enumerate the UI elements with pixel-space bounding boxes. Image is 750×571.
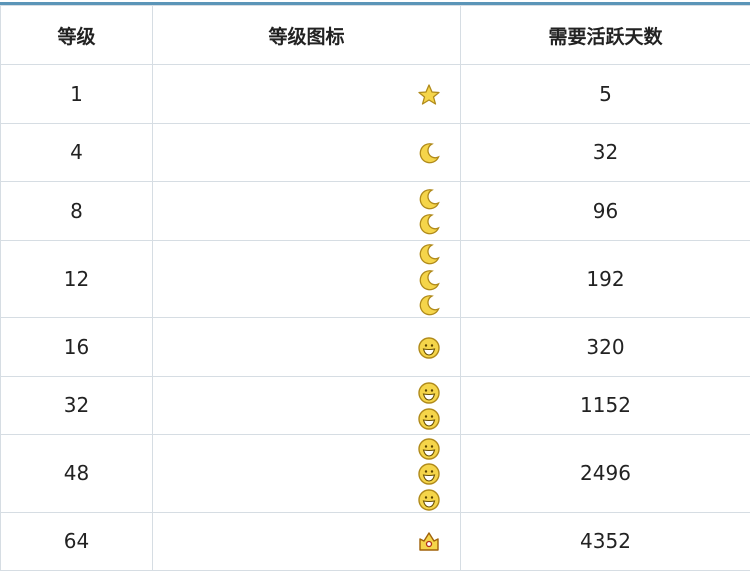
header-row: 等级 等级图标 需要活跃天数 — [1, 6, 750, 65]
days-cell: 5 — [461, 65, 750, 124]
star-icon — [417, 83, 441, 107]
days-cell: 1152 — [461, 376, 750, 435]
icon-cell — [153, 240, 461, 318]
header-level: 等级 — [1, 6, 153, 65]
icon-cell — [153, 65, 461, 124]
moon-icon — [417, 242, 441, 266]
table-row: 8 96 — [1, 182, 750, 241]
icon-cell — [153, 123, 461, 182]
crown-icon — [417, 530, 441, 554]
moon-icon — [417, 268, 441, 292]
sun-icon — [417, 336, 441, 360]
moon-icon — [417, 293, 441, 317]
days-cell: 192 — [461, 240, 750, 318]
level-cell: 32 — [1, 376, 153, 435]
header-days: 需要活跃天数 — [461, 6, 750, 65]
level-cell: 8 — [1, 182, 153, 241]
moon-icon — [417, 212, 441, 236]
icon-cell — [153, 376, 461, 435]
days-cell: 96 — [461, 182, 750, 241]
moon-icon — [417, 187, 441, 211]
icon-cell — [153, 512, 461, 571]
table-row: 64 4352 — [1, 512, 750, 571]
table-row: 12 192 — [1, 240, 750, 318]
level-cell: 4 — [1, 123, 153, 182]
header-icon: 等级图标 — [153, 6, 461, 65]
icon-cell — [153, 435, 461, 513]
days-cell: 4352 — [461, 512, 750, 571]
sun-icon — [417, 488, 441, 512]
level-cell: 12 — [1, 240, 153, 318]
level-cell: 1 — [1, 65, 153, 124]
sun-icon — [417, 407, 441, 431]
sun-icon — [417, 437, 441, 461]
table-row: 1 5 — [1, 65, 750, 124]
table-row: 4 32 — [1, 123, 750, 182]
sun-icon — [417, 381, 441, 405]
days-cell: 320 — [461, 318, 750, 377]
table-row: 48 2496 — [1, 435, 750, 513]
days-cell: 2496 — [461, 435, 750, 513]
days-cell: 32 — [461, 123, 750, 182]
level-cell: 16 — [1, 318, 153, 377]
sun-icon — [417, 462, 441, 486]
table-row: 32 1152 — [1, 376, 750, 435]
level-cell: 48 — [1, 435, 153, 513]
level-cell: 64 — [1, 512, 153, 571]
icon-cell — [153, 182, 461, 241]
icon-cell — [153, 318, 461, 377]
table-row: 16 320 — [1, 318, 750, 377]
moon-icon — [417, 141, 441, 165]
